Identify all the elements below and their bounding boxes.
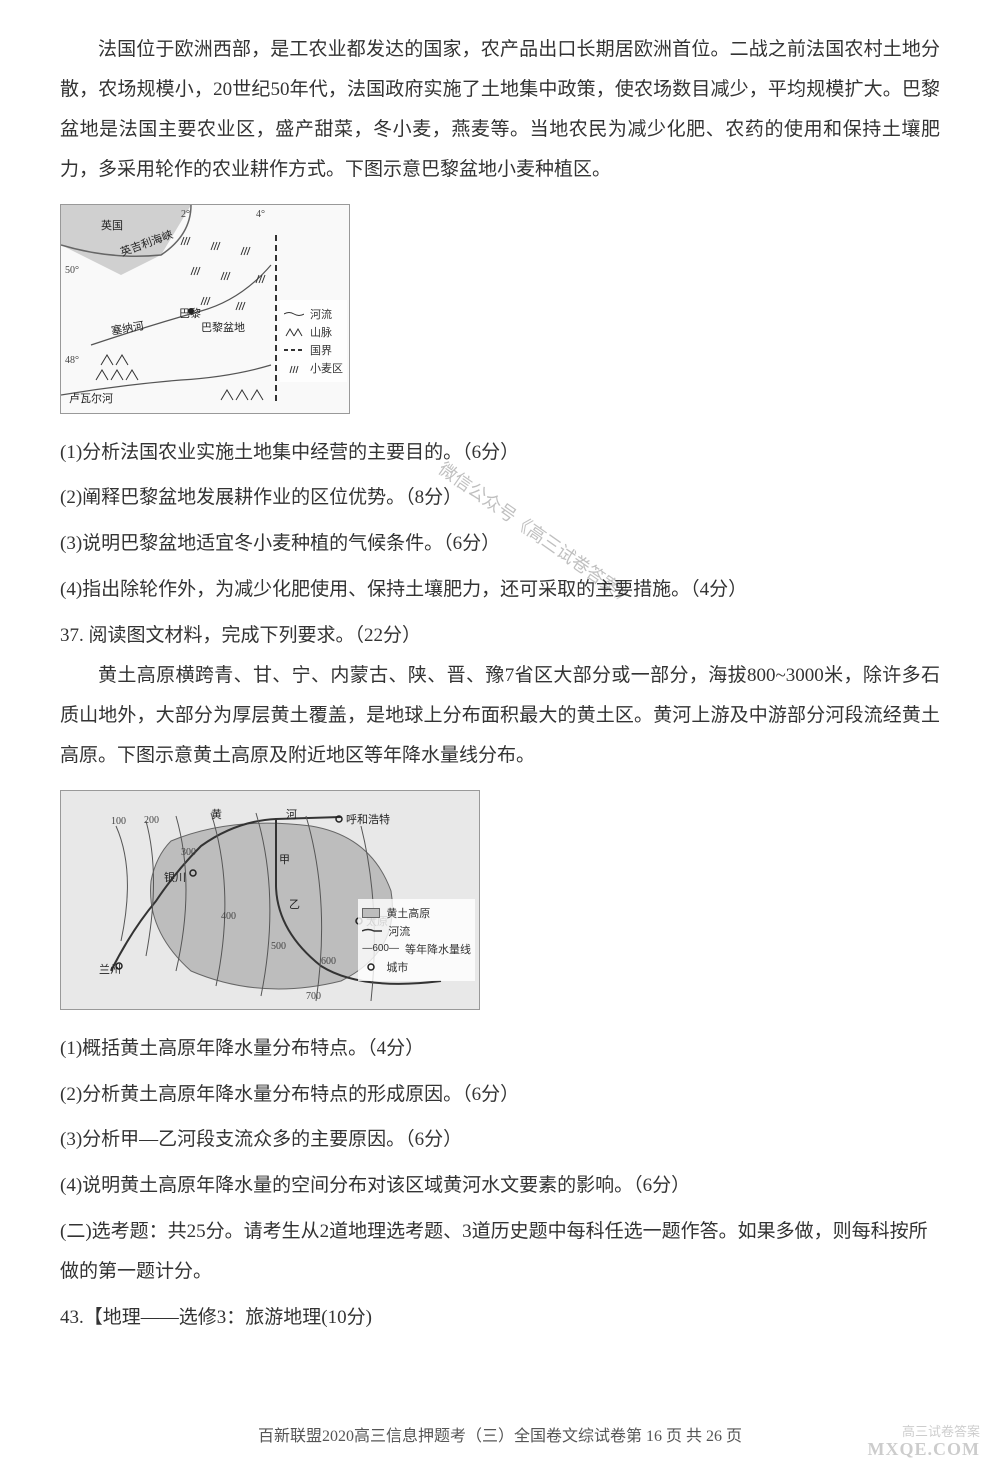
iso-600: 600 [321, 956, 336, 967]
page-footer: 百新联盟2020高三信息押题考（三）全国卷文综试卷第 16 页 共 26 页 [0, 1422, 1000, 1446]
legend-plateau: 黄土高原 [362, 905, 471, 921]
q36-1: (1)分析法国农业实施土地集中经营的主要目的。（6分） [60, 433, 940, 473]
label-hohhot: 呼和浩特 [346, 811, 390, 827]
legend-mountain: 山脉 [284, 324, 343, 340]
legend-wheat: 小麦区 [284, 360, 343, 376]
legend-city: 城市 [362, 959, 471, 975]
q43: 43.【地理——选修3：旅游地理(10分) [60, 1298, 940, 1338]
iso-400: 400 [221, 911, 236, 922]
map2-legend: 黄土高原 河流 —600—等年降水量线 城市 [358, 899, 475, 981]
q37-intro: 37. 阅读图文材料，完成下列要求。（22分） [60, 616, 940, 656]
legend-isoline: —600—等年降水量线 [362, 941, 471, 957]
q37-2: (2)分析黄土高原年降水量分布特点的形成原因。（6分） [60, 1075, 940, 1115]
iso-700: 700 [306, 991, 321, 1002]
bottom-watermark: 高三试卷答案 MXQE.COM [868, 1424, 980, 1461]
label-lanzhou: 兰州 [99, 961, 121, 977]
q37-3: (3)分析甲—乙河段支流众多的主要原因。（6分） [60, 1120, 940, 1160]
axis-48deg: 48° [65, 355, 79, 366]
legend-border: 国界 [284, 342, 343, 358]
q36-3: (3)说明巴黎盆地适宜冬小麦种植的气候条件。（6分） [60, 524, 940, 564]
axis-2deg: 2° [181, 209, 190, 220]
section2-intro: (二)选考题：共25分。请考生从2道地理选考题、3道历史题中每科任选一题作答。如… [60, 1212, 940, 1292]
label-huang: 黄 [211, 806, 222, 822]
label-jia: 甲 [279, 851, 290, 867]
axis-4deg: 4° [256, 209, 265, 220]
bottom-wm2: MXQE.COM [868, 1439, 980, 1461]
map-loess-plateau: 100 200 300 400 500 600 700 呼和浩特 银川 兰州 太… [60, 790, 480, 1010]
iso-100: 100 [111, 816, 126, 827]
q36-4: (4)指出除轮作外，为减少化肥使用、保持土壤肥力，还可采取的主要措施。（4分） [60, 570, 940, 610]
iso-300: 300 [181, 847, 196, 858]
q37-intro-text: 黄土高原横跨青、甘、宁、内蒙古、陕、晋、豫7省区大部分或一部分，海拔800~30… [60, 656, 940, 776]
legend-river: 河流 [284, 306, 343, 322]
q37-1: (1)概括黄土高原年降水量分布特点。（4分） [60, 1029, 940, 1069]
label-yi: 乙 [289, 896, 300, 912]
map1-legend: 河流 山脉 国界 小麦区 [280, 300, 347, 382]
label-loire: 卢瓦尔河 [69, 390, 113, 406]
label-paris: 巴黎 [179, 305, 201, 321]
iso-200: 200 [144, 815, 159, 826]
axis-50deg: 50° [65, 265, 79, 276]
q36-2: (2)阐释巴黎盆地发展耕作业的区位优势。（8分） [60, 478, 940, 518]
q37-4: (4)说明黄土高原年降水量的空间分布对该区域黄河水文要素的影响。（6分） [60, 1166, 940, 1206]
label-uk: 英国 [101, 217, 123, 233]
map-paris-basin: 2° 4° 50° 48° 英国 英吉利海峡 塞纳河 巴黎 巴黎盆地 卢瓦尔河 … [60, 204, 350, 414]
legend-river2: 河流 [362, 923, 471, 939]
q36-intro-text: 法国位于欧洲西部，是工农业都发达的国家，农产品出口长期居欧洲首位。二战之前法国农… [60, 30, 940, 190]
label-basin: 巴黎盆地 [201, 319, 245, 335]
bottom-wm1: 高三试卷答案 [868, 1424, 980, 1440]
iso-500: 500 [271, 941, 286, 952]
label-he: 河 [286, 806, 297, 822]
label-yinchuan: 银川 [164, 869, 186, 885]
